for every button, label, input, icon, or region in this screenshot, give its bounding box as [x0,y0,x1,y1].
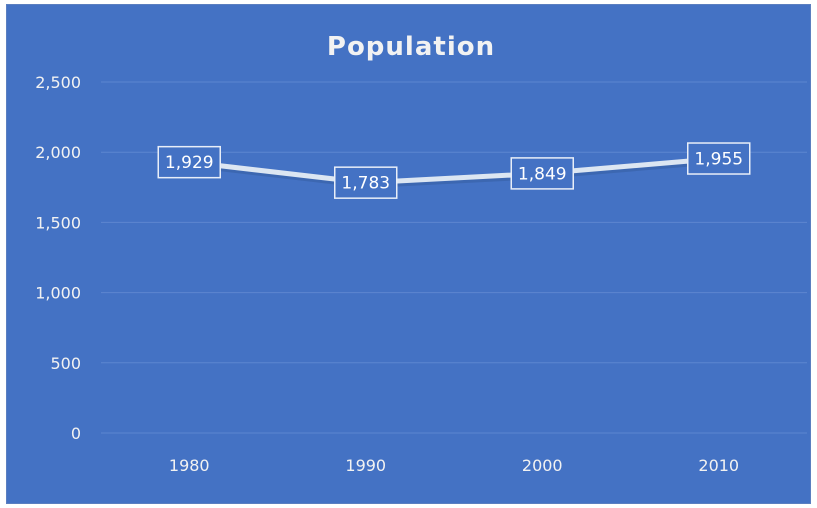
data-labels: 1,929 1,783 1,849 1,955 [157,142,751,199]
y-tick-label: 0 [71,424,81,443]
chart-title: Population [327,32,495,62]
y-tick-label: 2,500 [35,73,81,92]
x-tick-label: 2000 [522,456,563,475]
series-line-layer [186,156,724,189]
x-tick-label: 1990 [345,456,386,475]
series-line [186,156,722,186]
x-tick-label: 1980 [169,456,210,475]
gridlines [101,81,807,434]
x-axis-tick-labels: 1980 1990 2000 2010 [169,456,739,475]
data-label: 1,783 [334,166,398,199]
data-label-box [334,166,398,199]
population-line-chart: Population 0 500 1,000 1,500 2,000 2,500 1980… [35,32,807,475]
x-tick-label: 2010 [698,456,739,475]
data-label: 1,849 [510,157,574,190]
data-label: 1,929 [157,145,221,179]
data-label-text: 1,955 [694,150,743,170]
y-tick-label: 1,000 [35,284,81,303]
data-label-box [510,157,574,190]
chart-frame: Population 0 500 1,000 1,500 2,000 2,500 1980… [6,4,811,504]
y-tick-label: 1,500 [35,213,81,232]
data-label: 1,955 [687,142,751,175]
y-tick-label: 2,000 [35,143,81,162]
data-label-text: 1,783 [341,174,390,194]
y-axis-tick-labels: 0 500 1,000 1,500 2,000 2,500 [35,73,81,443]
data-label-text: 1,849 [518,164,567,184]
y-tick-label: 500 [50,354,81,373]
data-label-box [687,142,751,175]
data-label-text: 1,929 [165,153,214,173]
data-label-box [157,145,221,179]
